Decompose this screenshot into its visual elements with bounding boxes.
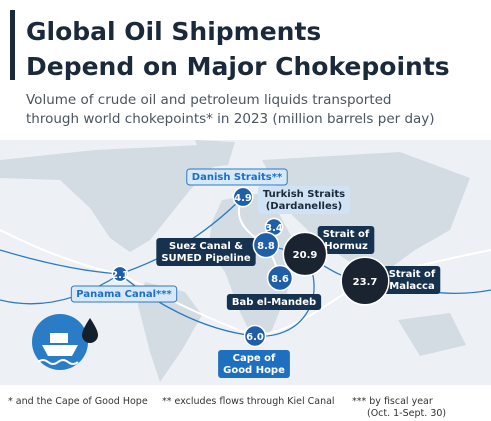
volume-bubble: [252, 231, 280, 259]
chokepoint: Bab el-Mandeb 8.6: [226, 264, 322, 310]
chokepoint-name: SUMED Pipeline: [161, 253, 251, 264]
volume-value: 3.4: [265, 223, 283, 234]
volume-value: 8.6: [271, 274, 289, 285]
chokepoint: Turkish Straits(Dardanelles) 3.4: [257, 186, 351, 237]
subtitle-line: through world chokepoints* in 2023 (mill…: [26, 111, 435, 127]
chokepoint-name: (Dardanelles): [266, 201, 343, 212]
label-box: [257, 186, 351, 214]
volume-value: 2.1: [111, 270, 129, 281]
label-box: [70, 285, 178, 303]
chokepoint-name: Turkish Straits: [263, 189, 345, 200]
title-line: Global Oil Shipments: [26, 17, 321, 46]
label-box: [218, 350, 290, 378]
footnote: ** excludes flows through Kiel Canal: [162, 396, 335, 407]
volume-bubble: [243, 324, 267, 348]
footnote: * and the Cape of Good Hope: [8, 396, 148, 407]
volume-value: 4.9: [234, 193, 252, 204]
volume-bubble: [340, 256, 390, 306]
chokepoint-name: Bab el-Mandeb: [232, 297, 316, 308]
chokepoint: Suez Canal &SUMED Pipeline 8.8: [156, 231, 280, 266]
chokepoint-name: Danish Straits**: [192, 172, 283, 183]
volume-bubble: [111, 265, 129, 283]
volume-value: 23.7: [353, 277, 378, 288]
footnote: *** by fiscal year: [352, 396, 433, 407]
chokepoint-name: Strait of: [323, 229, 370, 240]
accent-bar: [10, 10, 15, 80]
chokepoint-name: Suez Canal &: [169, 241, 243, 252]
volume-bubble: [232, 186, 254, 208]
chokepoint-name: Hormuz: [324, 241, 368, 252]
volume-value: 8.8: [257, 241, 275, 252]
volume-value: 6.0: [246, 332, 264, 343]
chokepoint: Danish Straits** 4.9: [186, 168, 288, 208]
chokepoint-name: Cape of: [233, 353, 276, 364]
label-box: [156, 238, 256, 266]
title-line: Depend on Major Chokepoints: [26, 52, 450, 81]
label-box: [226, 294, 322, 310]
volume-value: 20.9: [293, 250, 318, 261]
footnote: (Oct. 1-Sept. 30): [367, 408, 446, 419]
subtitle-line: Volume of crude oil and petroleum liquid…: [26, 92, 392, 108]
chokepoint: Panama Canal*** 2.1: [70, 265, 178, 303]
chokepoint-name: Good Hope: [223, 365, 285, 376]
label-box: [317, 226, 375, 254]
volume-bubble: [282, 231, 328, 277]
chokepoint-name: Malacca: [389, 281, 434, 292]
ship-icon: [32, 314, 98, 370]
chokepoint-name: Panama Canal***: [76, 289, 172, 300]
volume-bubble: [266, 264, 294, 292]
label-box: [186, 168, 288, 186]
chokepoints: Danish Straits** 4.9 Turkish Straits(Darda…: [70, 168, 441, 378]
label-box: [383, 266, 441, 294]
chokepoint-name: Strait of: [389, 269, 436, 280]
